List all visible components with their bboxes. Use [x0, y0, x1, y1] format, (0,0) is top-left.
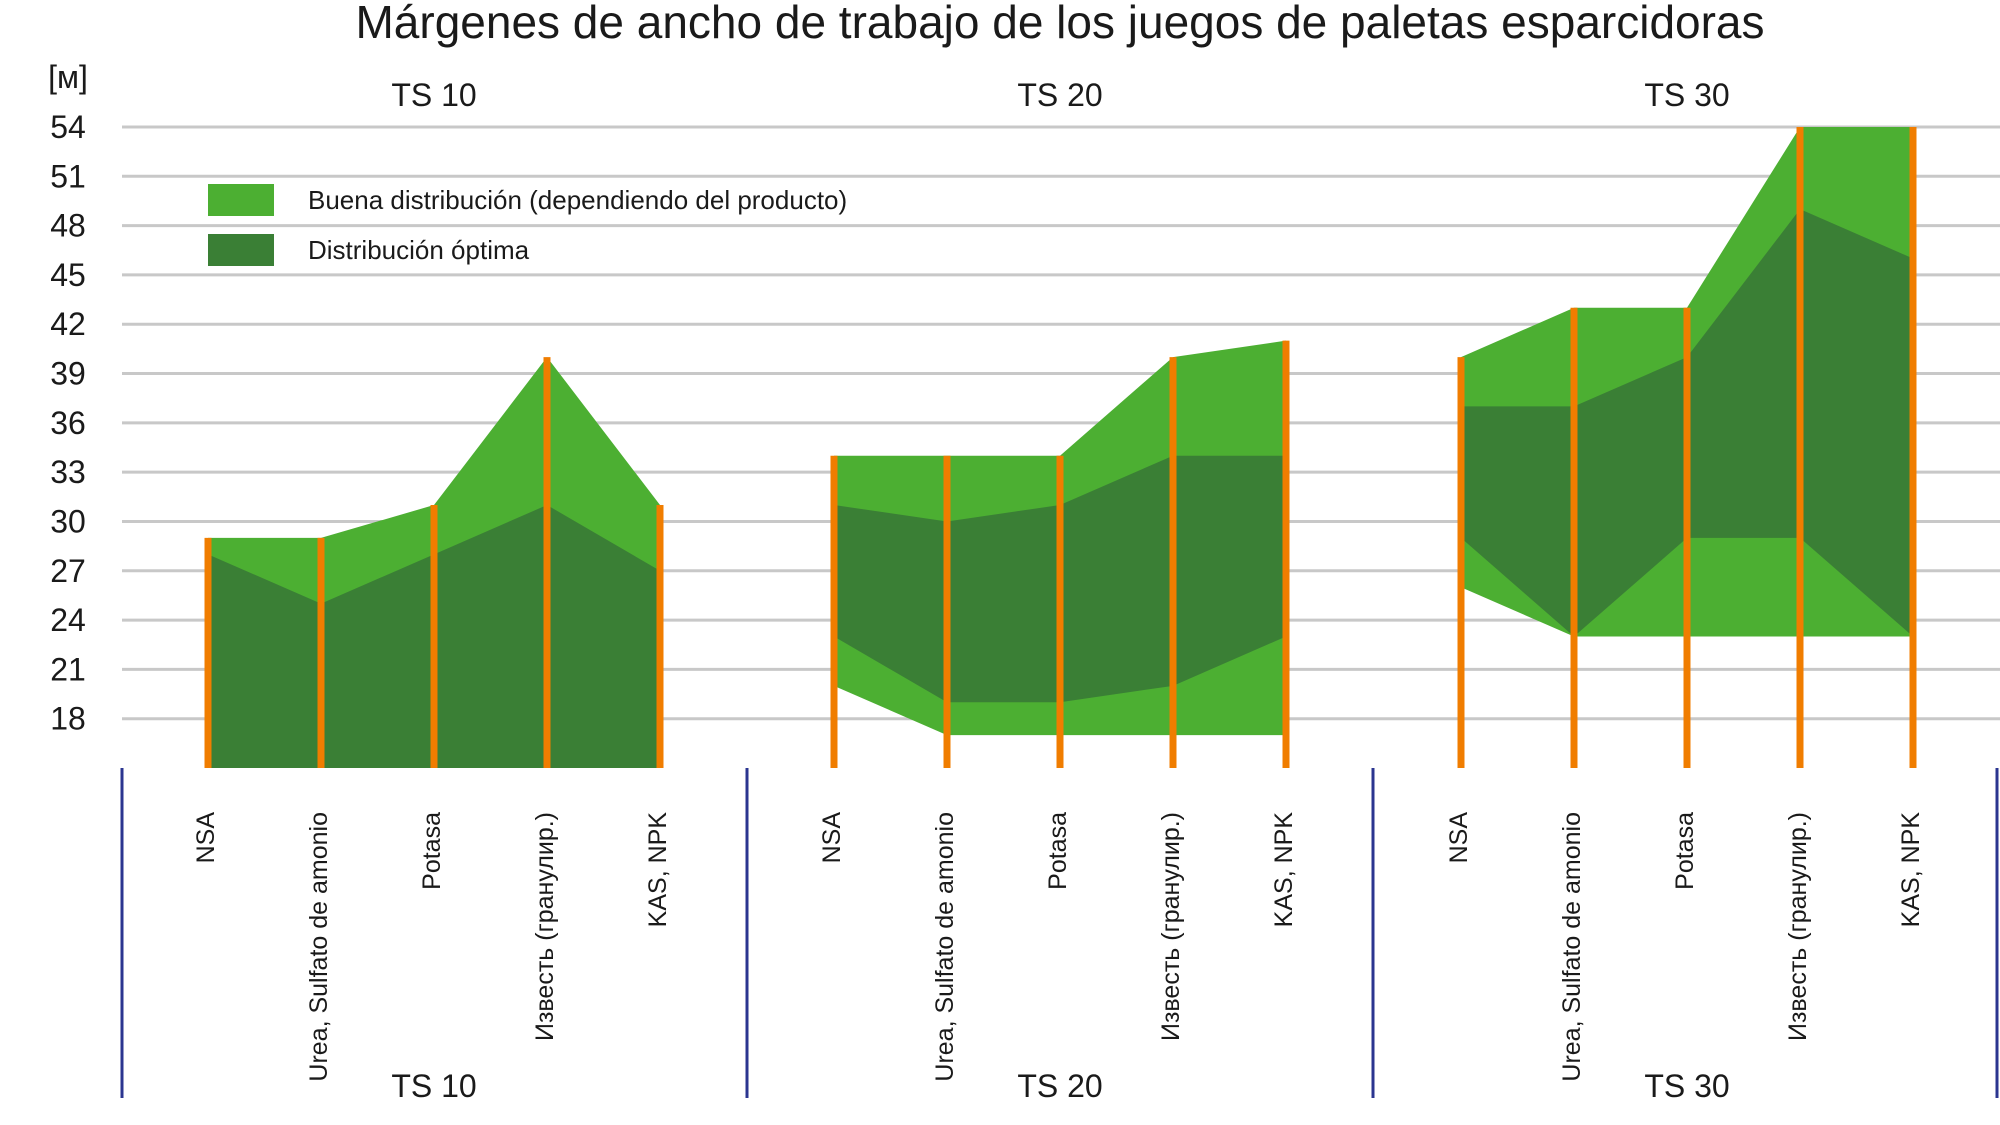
- y-tick-label: 30: [50, 503, 86, 539]
- category-label: Potasa: [1671, 812, 1699, 890]
- group-label-top: TS 10: [391, 77, 476, 113]
- category-label: NSA: [1445, 812, 1473, 864]
- y-tick-label: 48: [50, 208, 86, 244]
- category-label: Urea, Sulfato de amonio: [1558, 812, 1586, 1082]
- group-label-top: TS 20: [1017, 77, 1102, 113]
- y-tick-label: 24: [50, 602, 86, 638]
- category-label: NSA: [192, 812, 220, 864]
- group-label-top: TS 30: [1644, 77, 1729, 113]
- chart-title: Márgenes de ancho de trabajo de los jueg…: [355, 0, 1764, 48]
- legend-label: Distribución óptima: [308, 235, 530, 265]
- y-tick-label: 39: [50, 356, 86, 392]
- legend-label: Buena distribución (dependiendo del prod…: [308, 185, 847, 215]
- y-axis-unit: [м]: [48, 59, 88, 95]
- group-label-bottom: TS 20: [1017, 1068, 1102, 1104]
- category-label: Potasa: [1044, 812, 1072, 890]
- legend: Buena distribución (dependiendo del prod…: [208, 184, 847, 266]
- y-tick-label: 27: [50, 553, 86, 589]
- y-tick-labels: 18 21 24 27 30 33 36 39 42 45 48 51 54: [50, 109, 86, 737]
- category-label: KAS, NPK: [1270, 812, 1298, 928]
- x-axis: NSA Urea, Sulfato de amonio Potasa Известь …: [120, 77, 1999, 1104]
- group-label-bottom: TS 30: [1644, 1068, 1729, 1104]
- category-markers: [204, 127, 1917, 768]
- category-label: Известь (гранулир.): [1157, 812, 1185, 1041]
- y-tick-label: 54: [50, 109, 86, 145]
- y-tick-label: 42: [50, 306, 86, 342]
- category-label: Известь (гранулир.): [531, 812, 559, 1041]
- category-label: KAS, NPK: [1897, 812, 1925, 928]
- legend-swatch: [208, 234, 274, 266]
- y-tick-label: 33: [50, 454, 86, 490]
- category-label: KAS, NPK: [644, 812, 672, 928]
- y-tick-label: 36: [50, 405, 86, 441]
- group-label-bottom: TS 10: [391, 1068, 476, 1104]
- category-label: Известь (гранулир.): [1784, 812, 1812, 1041]
- legend-swatch: [208, 184, 274, 216]
- category-label: NSA: [818, 812, 846, 864]
- y-tick-label: 18: [50, 701, 86, 737]
- y-tick-label: 45: [50, 257, 86, 293]
- y-tick-label: 21: [50, 651, 86, 687]
- y-tick-label: 51: [50, 158, 86, 194]
- category-label: Urea, Sulfato de amonio: [305, 812, 333, 1082]
- category-label: Urea, Sulfato de amonio: [931, 812, 959, 1082]
- category-label: Potasa: [418, 812, 446, 890]
